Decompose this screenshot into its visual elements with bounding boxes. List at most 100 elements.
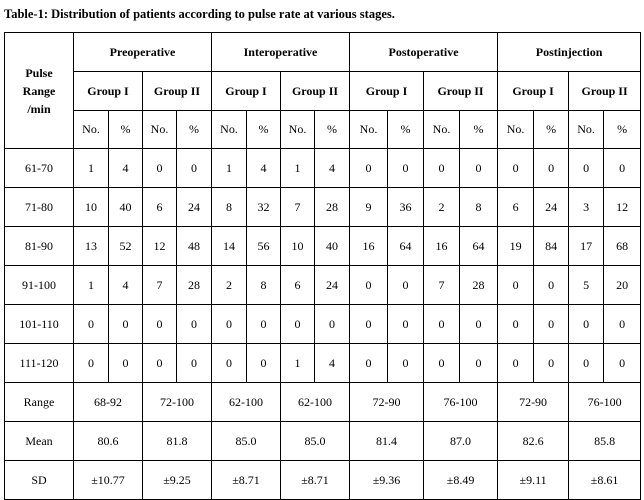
data-cell: 0 xyxy=(108,343,143,383)
data-cell: 0 xyxy=(459,148,499,188)
data-cell: 0 xyxy=(568,343,605,383)
group-header: Group I xyxy=(497,71,570,111)
data-cell: 0 xyxy=(176,343,212,383)
subheader-cell: No. xyxy=(349,110,389,149)
data-cell: 52 xyxy=(108,226,143,266)
data-cell: 0 xyxy=(459,343,499,383)
group-header: Group II xyxy=(568,71,642,111)
data-cell: 12 xyxy=(142,226,177,266)
stage-header-postoperative: Postoperative xyxy=(349,32,499,72)
data-cell: 0 xyxy=(387,304,425,344)
data-cell: 0 xyxy=(568,148,605,188)
row-label: 101-110 xyxy=(4,304,74,344)
summary-cell: 62-100 xyxy=(279,382,351,422)
data-cell: 0 xyxy=(533,148,570,188)
summary-cell: 87.0 xyxy=(423,421,499,461)
data-cell: 64 xyxy=(387,226,425,266)
data-cell: 5 xyxy=(568,265,605,305)
stage-header-row: Pulse Range /min Preoperative Interopera… xyxy=(4,32,642,149)
summary-cell: 81.4 xyxy=(349,421,425,461)
data-cell: 0 xyxy=(387,265,425,305)
summary-label: SD xyxy=(4,460,74,500)
subheader-cell: No. xyxy=(142,110,177,149)
summary-row-sd: SD ±10.77 ±9.25 ±8.71 ±8.71 ±9.36 ±8.49 … xyxy=(4,460,642,500)
summary-cell: 85.0 xyxy=(211,421,281,461)
data-cell: 1 xyxy=(280,343,315,383)
summary-cell: ±8.49 xyxy=(423,460,499,500)
data-cell: 0 xyxy=(349,265,389,305)
pulse-range-header: Pulse Range /min xyxy=(4,32,74,149)
data-cell: 24 xyxy=(533,187,570,227)
data-cell: 64 xyxy=(459,226,499,266)
data-cell: 0 xyxy=(603,304,642,344)
data-cell: 6 xyxy=(497,187,535,227)
data-cell: 4 xyxy=(313,343,351,383)
table-caption: Table-1: Distribution of patients accord… xyxy=(4,7,395,21)
summary-cell: ±9.36 xyxy=(349,460,425,500)
summary-cell: ±9.11 xyxy=(497,460,570,500)
stage-header-interoperative: Interoperative xyxy=(210,32,351,72)
group-header: Group II xyxy=(423,71,499,111)
data-cell: 0 xyxy=(497,343,535,383)
summary-cell: ±9.25 xyxy=(142,460,212,500)
data-cell: 0 xyxy=(73,304,109,344)
data-cell: 0 xyxy=(280,304,315,344)
table-body: 61-70 1 4 0 0 1 4 1 4 0 0 0 0 0 0 0 0 71… xyxy=(4,148,642,500)
data-cell: 10 xyxy=(280,226,315,266)
data-cell: 0 xyxy=(423,304,461,344)
stage-header-postinjection: Postinjection xyxy=(497,32,642,72)
data-cell: 10 xyxy=(73,187,109,227)
subheader-cell: % xyxy=(108,110,143,149)
data-cell: 19 xyxy=(497,226,535,266)
row-label: 61-70 xyxy=(4,148,74,188)
pulse-range-header-line: Range xyxy=(22,83,56,98)
data-cell: 0 xyxy=(423,148,461,188)
table-row: 61-70 1 4 0 0 1 4 1 4 0 0 0 0 0 0 0 0 xyxy=(4,148,642,188)
summary-cell: 85.0 xyxy=(279,421,351,461)
subheader-cell: No. xyxy=(280,110,315,149)
subheader-cell: No. xyxy=(423,110,461,149)
summary-cell: ±8.61 xyxy=(568,460,642,500)
data-cell: 56 xyxy=(246,226,281,266)
data-cell: 8 xyxy=(211,187,247,227)
data-cell: 0 xyxy=(108,304,143,344)
data-cell: 0 xyxy=(533,265,570,305)
data-cell: 7 xyxy=(423,265,461,305)
data-cell: 14 xyxy=(211,226,247,266)
summary-row-mean: Mean 80.6 81.8 85.0 85.0 81.4 87.0 82.6 … xyxy=(4,421,642,461)
data-cell: 0 xyxy=(568,304,605,344)
summary-cell: 80.6 xyxy=(73,421,143,461)
summary-label: Mean xyxy=(4,421,74,461)
data-cell: 4 xyxy=(313,148,351,188)
subheader-cell: % xyxy=(459,110,499,149)
data-cell: 0 xyxy=(497,304,535,344)
table-row: 71-80 10 40 6 24 8 32 7 28 9 36 2 8 6 24… xyxy=(4,187,642,227)
data-cell: 0 xyxy=(533,304,570,344)
data-cell: 1 xyxy=(73,148,109,188)
summary-cell: 76-100 xyxy=(568,382,642,422)
data-cell: 6 xyxy=(280,265,315,305)
data-cell: 1 xyxy=(280,148,315,188)
data-cell: 0 xyxy=(246,343,281,383)
summary-cell: 72-90 xyxy=(497,382,570,422)
subheader-cell: No. xyxy=(497,110,535,149)
summary-cell: ±8.71 xyxy=(211,460,281,500)
subheader-cell: % xyxy=(603,110,642,149)
data-cell: 0 xyxy=(211,304,247,344)
data-cell: 28 xyxy=(176,265,212,305)
summary-cell: 81.8 xyxy=(142,421,212,461)
summary-cell: 82.6 xyxy=(497,421,570,461)
data-cell: 0 xyxy=(387,343,425,383)
data-cell: 0 xyxy=(603,148,642,188)
summary-cell: 85.8 xyxy=(568,421,642,461)
summary-row-range: Range 68-92 72-100 62-100 62-100 72-90 7… xyxy=(4,382,642,422)
data-cell: 28 xyxy=(459,265,499,305)
data-cell: 0 xyxy=(497,265,535,305)
data-cell: 0 xyxy=(142,148,177,188)
summary-cell: 62-100 xyxy=(211,382,281,422)
data-cell: 20 xyxy=(603,265,642,305)
data-cell: 0 xyxy=(533,343,570,383)
data-cell: 0 xyxy=(246,304,281,344)
data-cell: 3 xyxy=(568,187,605,227)
subheader-row: No. % No. % No. % No. % No. % No. % No. … xyxy=(5,110,642,149)
